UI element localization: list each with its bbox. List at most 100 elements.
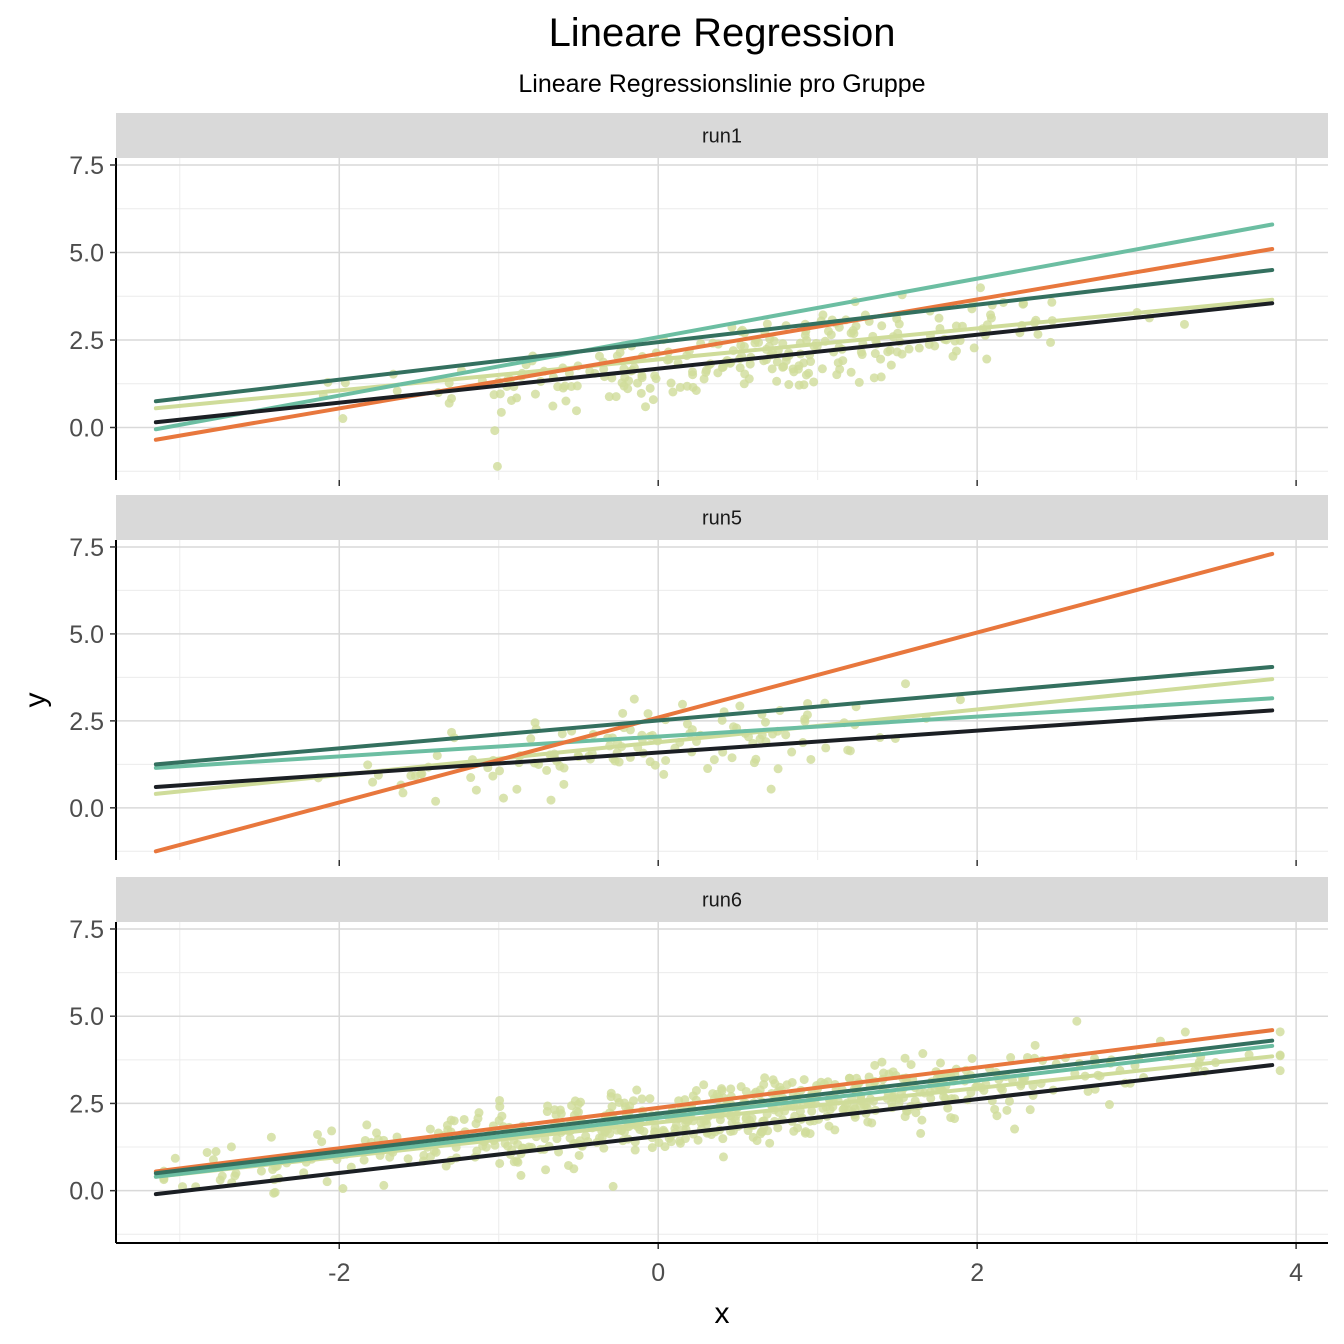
regression-lines: [153, 1028, 1275, 1197]
data-point: [855, 1101, 865, 1111]
data-point: [849, 329, 859, 339]
data-point: [666, 378, 676, 388]
data-point: [546, 795, 556, 805]
data-point: [495, 389, 505, 399]
y-tick-label: 7.5: [69, 152, 104, 180]
data-point: [744, 374, 754, 384]
data-point: [645, 1094, 655, 1104]
data-point: [760, 1073, 770, 1083]
y-tick-label: 5.0: [69, 1003, 104, 1031]
data-point: [682, 381, 692, 391]
facet-strip-label: run6: [702, 890, 742, 912]
data-point: [906, 1060, 916, 1070]
data-point: [599, 1143, 609, 1153]
data-point: [717, 1086, 727, 1096]
regression-lines: [153, 551, 1275, 854]
data-point: [647, 1143, 657, 1153]
data-point: [571, 406, 581, 416]
data-point: [691, 1086, 701, 1096]
data-point: [717, 715, 727, 725]
data-point: [648, 395, 658, 405]
data-point: [1179, 319, 1189, 329]
data-point: [495, 766, 505, 776]
data-point: [900, 1053, 910, 1063]
regression-line: [153, 696, 1275, 770]
data-point: [967, 1053, 977, 1063]
data-point: [992, 1111, 1002, 1121]
regression-line: [153, 268, 1275, 404]
data-point: [934, 313, 944, 323]
data-point: [736, 340, 746, 350]
regression-line: [153, 664, 1275, 767]
data-point: [542, 1107, 552, 1117]
data-point: [817, 364, 827, 374]
data-point: [629, 694, 639, 704]
data-point: [760, 717, 770, 727]
data-point: [924, 339, 934, 349]
data-point: [1010, 1124, 1020, 1134]
data-point: [650, 760, 660, 770]
data-point: [883, 347, 893, 357]
facet-panels: run1 0.0 2.5 5.0 7.5 run5 0.0 2.5 5.0 7.5 run6 0.0 2…: [69, 113, 1328, 1249]
data-point: [636, 388, 646, 398]
data-point: [444, 398, 454, 408]
data-point: [1018, 299, 1028, 309]
regression-line: [153, 247, 1275, 442]
data-point: [693, 1135, 703, 1145]
data-point: [472, 1146, 482, 1156]
regression-line: [153, 297, 1275, 411]
data-point: [1083, 1086, 1093, 1096]
y-tick-label: 2.5: [69, 708, 104, 736]
data-point: [498, 793, 508, 803]
data-point: [495, 1095, 505, 1105]
data-point: [904, 344, 914, 354]
data-point: [372, 1128, 382, 1138]
data-point: [379, 1180, 389, 1190]
data-point: [943, 1103, 953, 1113]
data-point: [807, 1106, 817, 1116]
data-point: [637, 1094, 647, 1104]
regression-line: [153, 708, 1275, 789]
data-point: [975, 283, 985, 293]
data-point: [691, 386, 701, 396]
y-tick-label: 2.5: [69, 327, 104, 355]
regression-line: [153, 1028, 1275, 1174]
data-point: [431, 1147, 441, 1157]
data-point: [986, 310, 996, 320]
data-point: [843, 745, 853, 755]
data-point: [800, 1128, 810, 1138]
data-point: [838, 1105, 848, 1115]
data-point: [630, 1145, 640, 1155]
facet-strip: [116, 113, 1328, 158]
regression-line: [153, 301, 1275, 425]
data-point: [654, 1138, 664, 1148]
data-point: [572, 381, 582, 391]
data-point: [846, 367, 856, 377]
data-point: [748, 1132, 758, 1142]
data-point: [699, 374, 709, 384]
data-point: [821, 743, 831, 753]
data-point: [406, 771, 416, 781]
data-point: [202, 1147, 212, 1157]
data-point: [789, 367, 799, 377]
data-point: [385, 1152, 395, 1162]
data-point: [770, 1079, 780, 1089]
data-point: [876, 372, 886, 382]
data-point: [1180, 1027, 1190, 1037]
data-point: [392, 386, 402, 396]
data-point: [876, 354, 886, 364]
data-point: [530, 718, 540, 728]
facet-strip-label: run1: [702, 126, 742, 148]
data-point: [772, 376, 782, 386]
data-point: [897, 349, 907, 359]
x-axis-title: x: [715, 1297, 730, 1330]
data-point: [750, 338, 760, 348]
data-point: [718, 1134, 728, 1144]
data-point: [559, 763, 569, 773]
y-tick-label: 7.5: [69, 916, 104, 944]
data-point: [935, 1058, 945, 1068]
data-point: [997, 1085, 1007, 1095]
x-tick-label: -2: [328, 1259, 350, 1287]
data-point: [1025, 1105, 1035, 1115]
data-point: [496, 407, 506, 417]
